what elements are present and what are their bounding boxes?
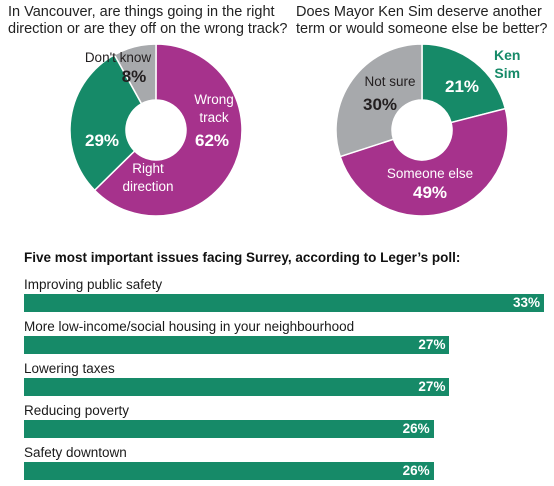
bar-category-label: Improving public safety — [24, 277, 163, 292]
slice-value-ken-sim: 21% — [445, 77, 479, 96]
bar: 27% — [24, 378, 450, 396]
bar-value-label: 26% — [402, 463, 430, 478]
bar-row-lowering-taxes: Lowering taxes 27% — [24, 361, 544, 396]
slice-value-right-direction: 29% — [85, 131, 119, 150]
slice-label-right-direction-1: Right — [132, 161, 164, 176]
slice-value-don-t-know: 8% — [122, 67, 147, 86]
slice-label-don-t-know: Don't know — [85, 50, 152, 65]
bar-category-label: Lowering taxes — [24, 361, 115, 376]
slice-label-wrong-track-1: Wrong — [194, 92, 234, 107]
slice-wrong-track — [93, 43, 243, 217]
slice-label-someone-else: Someone else — [387, 166, 473, 181]
slice-not-sure — [335, 43, 423, 158]
donut-chart-ken-sim-term: 21% Someone else 49% Not sure 30% — [335, 43, 509, 217]
slice-ken-sim — [421, 43, 507, 124]
bar: 26% — [24, 420, 434, 438]
bar-value-label: 26% — [402, 421, 430, 436]
donut-chart-vancouver-direction: Don't know 8% Wrong track 62% Right direction 2… — [69, 43, 243, 217]
slice-right-direction — [69, 53, 143, 192]
slice-label-ken-sim: Ken Sim — [494, 47, 521, 81]
bar: 27% — [24, 336, 450, 354]
slice-label-not-sure: Not sure — [364, 74, 415, 89]
slice-label-wrong-track-2: track — [199, 110, 229, 125]
bar-value-label: 27% — [418, 337, 446, 352]
slice-label-right-direction-2: direction — [122, 179, 173, 194]
bar-category-label: Safety downtown — [24, 445, 127, 460]
bar-row-more-low-income-social-housing-in-your-neighbourhood: More low-income/social housing in your n… — [24, 319, 544, 354]
chart2-title: Does Mayor Ken Sim deserve another term … — [296, 4, 548, 37]
bar-row-reducing-poverty: Reducing poverty 26% — [24, 403, 544, 438]
bar: 26% — [24, 462, 434, 480]
slice-value-not-sure: 30% — [363, 95, 397, 114]
bar-row-improving-public-safety: Improving public safety 33% — [24, 277, 544, 312]
bar-category-label: Reducing poverty — [24, 403, 130, 418]
bar: 33% — [24, 294, 544, 312]
bar-chart-title: Five most important issues facing Surrey… — [24, 250, 461, 265]
slice-someone-else — [339, 107, 509, 217]
bar-value-label: 33% — [512, 295, 540, 310]
chart1-title: In Vancouver, are things going in the ri… — [8, 4, 288, 37]
bar-value-label: 27% — [418, 379, 446, 394]
slice-value-someone-else: 49% — [413, 183, 447, 202]
slice-value-wrong-track: 62% — [195, 131, 229, 150]
bar-row-safety-downtown: Safety downtown 26% — [24, 445, 544, 480]
bar-category-label: More low-income/social housing in your n… — [24, 319, 355, 334]
